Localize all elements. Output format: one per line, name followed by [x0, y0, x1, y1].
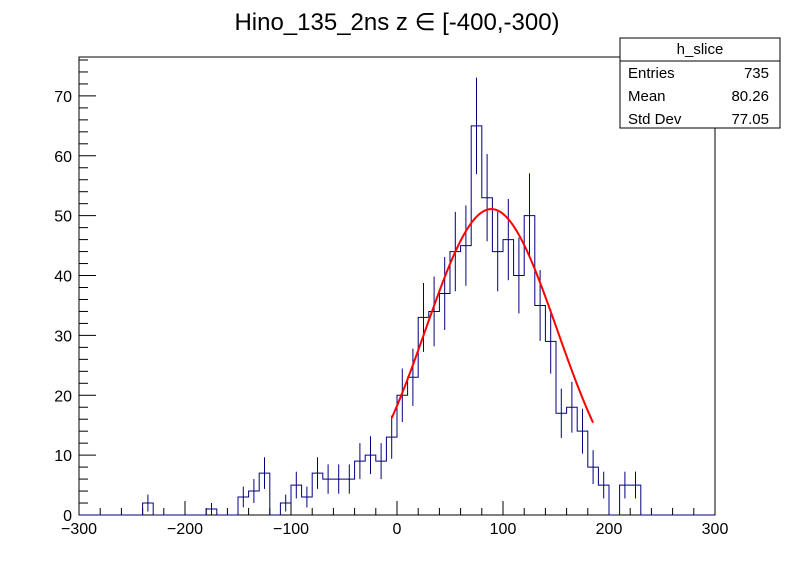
x-tick-label: −100: [273, 521, 309, 538]
y-tick-label: 40: [54, 269, 72, 286]
stats-mean-value: 80.26: [731, 88, 769, 105]
x-tick-label: −200: [167, 521, 203, 538]
y-tick-label: 30: [54, 328, 72, 345]
stats-entries-value: 735: [744, 65, 769, 82]
x-tick-label: −300: [61, 521, 97, 538]
y-tick-label: 20: [54, 388, 72, 405]
y-tick-label: 10: [54, 448, 72, 465]
y-tick-label: 0: [63, 508, 72, 525]
stats-mean-label: Mean: [628, 88, 666, 105]
x-tick-label: 100: [490, 521, 517, 538]
stats-box: h_slice Entries 735 Mean 80.26 Std Dev 7…: [619, 37, 781, 129]
stats-box-frame: [619, 37, 781, 129]
y-tick-label: 70: [54, 89, 72, 106]
gaussian-fit-curve: [390, 208, 595, 424]
x-tick-label: 0: [393, 521, 402, 538]
stats-title: h_slice: [677, 41, 724, 58]
stats-entries-label: Entries: [628, 65, 675, 82]
y-tick-label: 50: [54, 209, 72, 226]
x-axis: −300 −200 −100 0 100 200 300: [61, 501, 728, 538]
y-tick-label: 60: [54, 149, 72, 166]
chart-title: Hino_135_2ns z ∈ [-400,-300): [234, 9, 559, 36]
x-tick-label: 200: [596, 521, 623, 538]
stats-stddev-value: 77.05: [731, 111, 769, 128]
x-tick-label: 300: [702, 521, 729, 538]
stats-stddev-label: Std Dev: [628, 111, 682, 128]
